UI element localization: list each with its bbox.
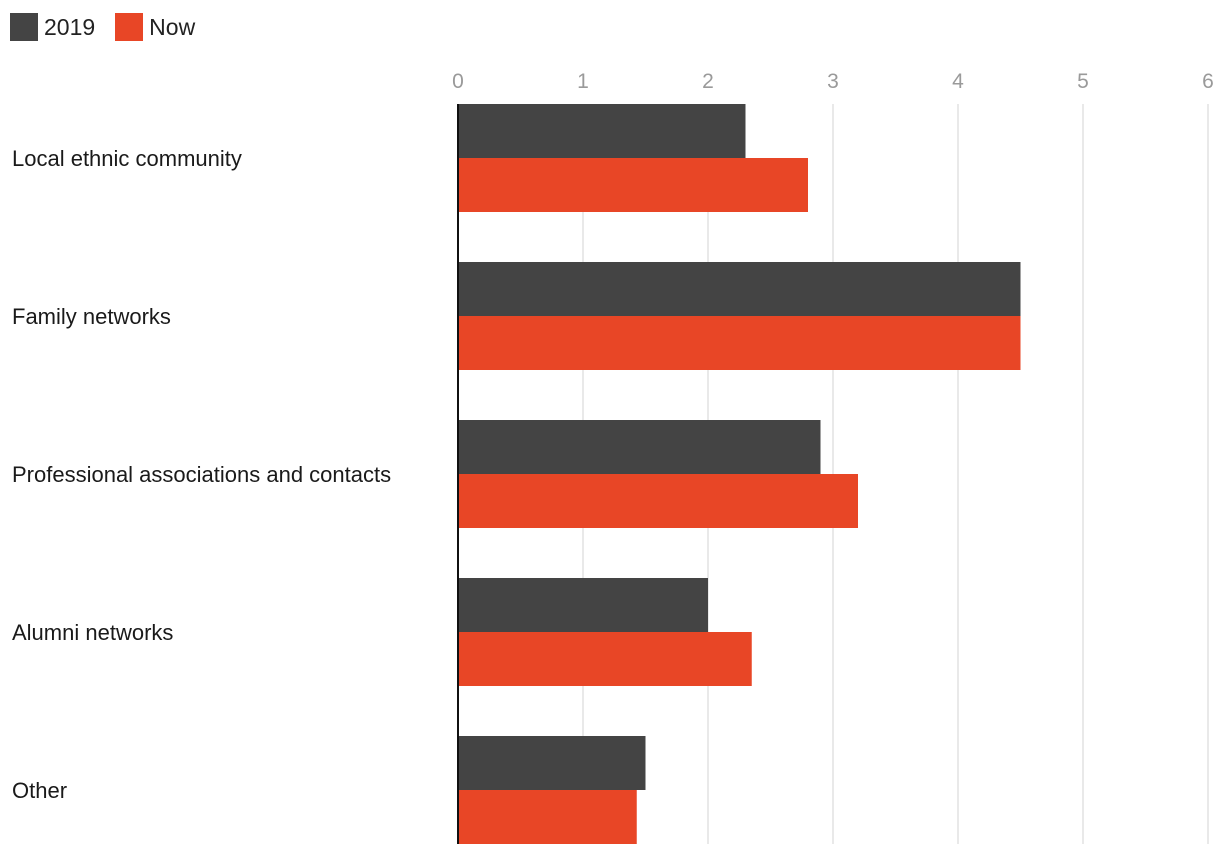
category-label-4: Alumni networks — [12, 620, 173, 645]
x-tick-label-5: 5 — [1077, 70, 1089, 93]
bar-now-5 — [458, 790, 637, 844]
category-label-5: Other — [12, 778, 67, 803]
bar-now-2 — [458, 316, 1021, 370]
legend-label-2019: 2019 — [44, 13, 96, 40]
bar-2019-3 — [458, 420, 821, 474]
legend-item-now: Now — [115, 13, 195, 41]
x-tick-label-1: 1 — [577, 70, 589, 93]
x-tick-label-6: 6 — [1202, 70, 1214, 93]
legend-label-now: Now — [149, 13, 196, 40]
legend-swatch-2019 — [10, 13, 38, 41]
x-tick-label-2: 2 — [702, 70, 714, 93]
legend-item-2019: 2019 — [10, 13, 95, 41]
bar-now-3 — [458, 474, 858, 528]
x-tick-label-3: 3 — [827, 70, 839, 93]
bar-now-1 — [458, 158, 808, 212]
bar-2019-5 — [458, 736, 646, 790]
x-tick-label-4: 4 — [952, 70, 964, 93]
legend-swatch-now — [115, 13, 144, 41]
bar-2019-1 — [458, 104, 746, 158]
legend: 2019 Now — [10, 12, 215, 42]
category-label-2: Family networks — [12, 304, 171, 329]
bar-now-4 — [458, 632, 752, 686]
category-label-1: Local ethnic community — [12, 146, 242, 171]
category-label-3: Professional associations and contacts — [12, 462, 391, 487]
bar-2019-2 — [458, 262, 1021, 316]
x-tick-label-0: 0 — [452, 70, 464, 93]
bar-2019-4 — [458, 578, 708, 632]
